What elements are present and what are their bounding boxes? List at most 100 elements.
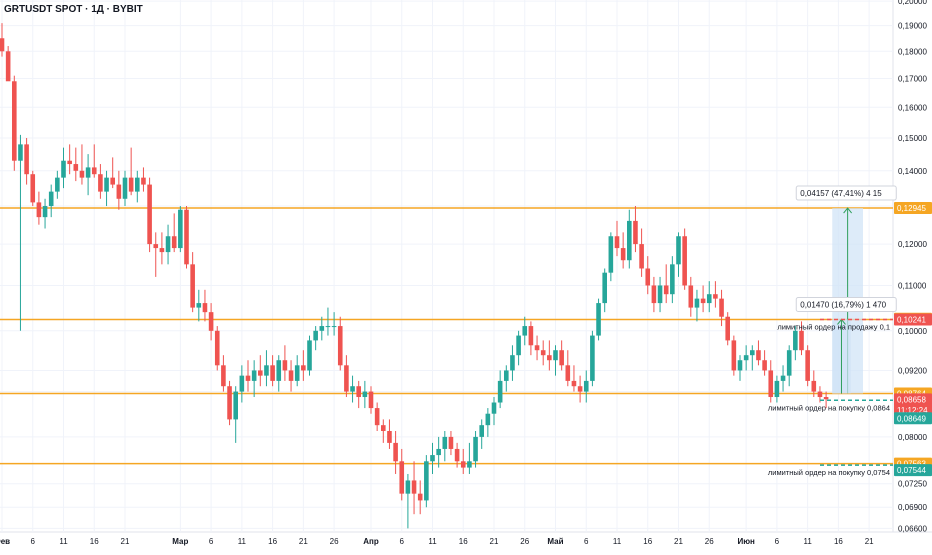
y-tick-label: 0,11000 xyxy=(898,281,927,290)
candle-body xyxy=(682,236,687,286)
candle-body xyxy=(817,391,823,398)
candle-body xyxy=(368,391,374,409)
candle-body xyxy=(442,436,448,449)
price-badge-label: 11:12:24 xyxy=(897,406,928,415)
candle-body xyxy=(811,380,817,392)
y-tick-label: 0,16000 xyxy=(898,103,927,112)
candle-body xyxy=(350,386,355,392)
candle-body xyxy=(516,335,521,356)
candle-body xyxy=(725,316,730,341)
candle-body xyxy=(700,298,706,304)
candle-body xyxy=(325,326,331,328)
price-badge-label: 0,08658 xyxy=(897,395,926,404)
candle-body xyxy=(387,430,392,443)
x-tick-label: Июн xyxy=(737,537,755,546)
candle-body xyxy=(565,365,571,381)
candle-body xyxy=(491,402,497,414)
candle-body xyxy=(196,303,202,308)
candle-body xyxy=(208,312,214,331)
x-tick-label: 11 xyxy=(428,537,437,546)
candle-body xyxy=(42,206,48,218)
candle-body xyxy=(786,350,792,376)
price-badge xyxy=(894,202,932,215)
candle-body xyxy=(577,386,583,392)
candle-body xyxy=(405,480,411,494)
candle-body xyxy=(676,236,681,265)
candle-body xyxy=(135,177,140,192)
candle-body xyxy=(743,355,749,361)
candle-body xyxy=(55,177,60,192)
candle-body xyxy=(657,285,663,304)
candle-body xyxy=(61,160,66,178)
candle-body xyxy=(633,220,638,245)
y-tick-label: 0,09200 xyxy=(898,366,927,375)
x-tick-label: 6 xyxy=(400,537,405,546)
candle-body xyxy=(823,397,829,400)
candle-body xyxy=(793,330,798,351)
candle-body xyxy=(374,408,380,426)
y-tick-label: 0,14000 xyxy=(898,167,927,176)
candle-body xyxy=(448,436,454,449)
candle-body xyxy=(344,365,349,392)
x-tick-label: 21 xyxy=(865,537,874,546)
x-tick-label: 21 xyxy=(299,537,308,546)
order-label: лимитный ордер на покупку 0,0754 xyxy=(768,468,890,477)
candle-body xyxy=(116,184,122,199)
candle-body xyxy=(768,370,774,398)
candle-body xyxy=(756,350,761,361)
time-axis[interactable]: Фев 6 11 16 21 Мар 6 11 16 21 26 Апр 6 11 16 21 26 Май 6 11… xyxy=(0,537,874,546)
candle-body xyxy=(110,177,115,185)
candle-body xyxy=(48,191,54,207)
candle-body xyxy=(670,264,675,295)
candle-body xyxy=(645,268,651,286)
x-tick-label: 16 xyxy=(834,537,843,546)
measure-label-box xyxy=(795,296,897,312)
candle-body xyxy=(270,365,275,381)
candle-body xyxy=(301,365,306,371)
candle-body xyxy=(67,160,72,165)
candle-body xyxy=(620,248,626,261)
candle-body xyxy=(614,236,620,249)
x-tick-label: Мар xyxy=(172,537,188,546)
x-tick-label: 21 xyxy=(121,537,130,546)
x-tick-label: 6 xyxy=(31,537,36,546)
candle-body xyxy=(522,326,528,336)
candle-body xyxy=(30,174,36,203)
candle-body xyxy=(221,365,226,387)
x-tick-label: 11 xyxy=(59,537,68,546)
candle-body xyxy=(153,244,159,249)
candle-body xyxy=(596,303,601,336)
candle-body xyxy=(780,375,786,381)
order-label: лимитный ордер на покупку 0,0864 xyxy=(768,403,890,412)
candle-body xyxy=(590,335,595,381)
candle-body xyxy=(762,360,767,371)
candle-body xyxy=(294,365,300,381)
price-badge-label: 0,10241 xyxy=(897,315,926,324)
x-tick-label: 6 xyxy=(584,537,589,546)
candle-body xyxy=(356,386,361,398)
candle-body xyxy=(540,350,546,356)
price-badge-label: 0,08649 xyxy=(897,414,926,423)
candle-body xyxy=(713,294,718,299)
measure-label: 0,04157 (47,41%) 4 15 xyxy=(800,189,882,198)
candle-body xyxy=(750,350,755,356)
price-badge xyxy=(894,464,932,477)
candle-body xyxy=(122,177,128,199)
candle-body xyxy=(528,326,534,346)
x-tick-label: 21 xyxy=(490,537,499,546)
candle-body xyxy=(362,391,368,398)
candle-body xyxy=(319,326,325,331)
x-tick-label: 26 xyxy=(705,537,714,546)
candle-body xyxy=(553,350,558,361)
price-axis[interactable]: 0,20000 0,19000 0,18000 0,17000 0,16000 0,150… xyxy=(898,0,927,533)
candle-body xyxy=(417,493,423,501)
price-badges: 0,129450,102560,102410,087640,0865811:12… xyxy=(894,202,932,477)
candle-body xyxy=(313,330,318,341)
x-tick-label: 11 xyxy=(238,537,247,546)
candle-body xyxy=(128,177,134,192)
candle-body xyxy=(307,340,312,371)
x-tick-label: 21 xyxy=(674,537,683,546)
candle-body xyxy=(534,345,540,351)
